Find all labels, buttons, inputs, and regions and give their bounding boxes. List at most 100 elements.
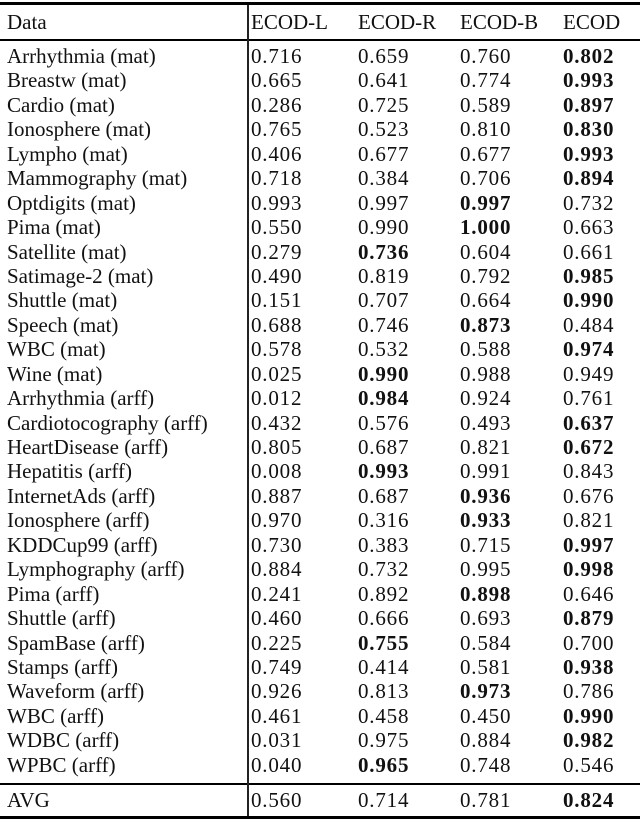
cell-value: 0.241 xyxy=(251,581,303,606)
cell-value: 0.666 xyxy=(358,606,410,631)
cell-value: 0.748 xyxy=(460,752,512,777)
table-footer-rule xyxy=(0,783,640,785)
header-data-label: Data xyxy=(7,10,47,34)
row-label: Wine (mat) xyxy=(7,361,103,386)
cell-value: 0.993 xyxy=(251,190,303,215)
cell-value: 0.879 xyxy=(563,606,615,631)
cell-value: 0.584 xyxy=(460,630,512,655)
cell-value: 0.781 xyxy=(460,788,512,812)
cell-value: 0.706 xyxy=(460,166,512,191)
cell-value: 0.279 xyxy=(251,239,303,264)
row-label: Waveform (arff) xyxy=(7,679,145,704)
cell-value: 0.805 xyxy=(251,435,303,459)
cell-value: 0.894 xyxy=(563,166,615,191)
cell-value: 0.031 xyxy=(251,728,303,753)
cell-value: 0.949 xyxy=(563,361,615,386)
cell-value: 0.830 xyxy=(563,117,615,142)
cell-value: 0.730 xyxy=(251,532,303,557)
cell-value: 0.819 xyxy=(358,263,410,288)
row-label: InternetAds (arff) xyxy=(7,483,156,508)
row-label: Optdigits (mat) xyxy=(7,190,136,215)
cell-value: 0.700 xyxy=(563,630,615,655)
row-label: Ionosphere (arff) xyxy=(7,508,150,533)
row-label: Arrhythmia (mat) xyxy=(7,44,156,68)
row-label: Ionosphere (mat) xyxy=(7,117,152,142)
cell-value: 0.151 xyxy=(251,288,303,313)
cell-value: 0.884 xyxy=(251,557,303,582)
table-top-rule xyxy=(0,2,640,5)
cell-value: 0.025 xyxy=(251,361,303,386)
table-row: WPBC (arff) 0.040 0.965 0.748 0.546 xyxy=(0,753,640,777)
cell-value: 0.732 xyxy=(563,190,615,215)
cell-value: 0.384 xyxy=(358,166,410,191)
cell-value: 0.546 xyxy=(563,752,615,777)
cell-value: 0.012 xyxy=(251,386,303,411)
cell-value: 0.933 xyxy=(460,508,512,533)
cell-value: 0.550 xyxy=(251,215,303,240)
row-label: Satellite (mat) xyxy=(7,239,127,264)
cell-value: 0.991 xyxy=(460,459,512,484)
cell-value: 0.661 xyxy=(563,239,615,264)
cell-value: 0.286 xyxy=(251,92,303,117)
cell-value: 0.576 xyxy=(358,410,410,435)
cell-value: 0.672 xyxy=(563,435,615,459)
cell-value: 0.884 xyxy=(460,728,512,753)
cell-value: 0.887 xyxy=(251,483,303,508)
cell-value: 0.843 xyxy=(563,459,615,484)
cell-value: 0.450 xyxy=(460,703,512,728)
row-label: Shuttle (mat) xyxy=(7,288,118,313)
cell-value: 0.897 xyxy=(563,92,615,117)
row-label: Pima (arff) xyxy=(7,581,100,606)
cell-value: 0.693 xyxy=(460,606,512,631)
cell-value: 0.973 xyxy=(460,679,512,704)
table-row: Lymphography (arff) 0.884 0.732 0.995 0.998 xyxy=(0,557,640,581)
row-label: Cardiotocography (arff) xyxy=(7,410,208,435)
cell-value: 0.406 xyxy=(251,141,303,166)
cell-value: 0.990 xyxy=(563,703,615,728)
table-row: Ionosphere (arff) 0.970 0.316 0.933 0.821 xyxy=(0,508,640,532)
table-row: AVG 0.560 0.714 0.781 0.824 xyxy=(0,786,640,814)
cell-value: 0.761 xyxy=(563,386,615,411)
cell-value: 0.985 xyxy=(563,263,615,288)
header-ecod: ECOD xyxy=(563,10,621,34)
cell-value: 0.676 xyxy=(563,483,615,508)
cell-value: 0.792 xyxy=(460,263,512,288)
table-row: Cardiotocography (arff) 0.432 0.576 0.493 0.… xyxy=(0,411,640,435)
cell-value: 0.774 xyxy=(460,68,512,93)
row-label: Pima (mat) xyxy=(7,215,101,240)
table-row: Arrhythmia (arff) 0.012 0.984 0.924 0.761 xyxy=(0,386,640,410)
cell-value: 0.974 xyxy=(563,337,615,362)
cell-value: 0.040 xyxy=(251,752,303,777)
cell-value: 0.990 xyxy=(358,361,410,386)
cell-value: 0.990 xyxy=(358,215,410,240)
cell-value: 0.993 xyxy=(563,68,615,93)
cell-value: 0.997 xyxy=(358,190,410,215)
cell-value: 0.716 xyxy=(251,44,303,68)
table-row: WBC (mat) 0.578 0.532 0.588 0.974 xyxy=(0,337,640,361)
cell-value: 0.802 xyxy=(563,44,615,68)
cell-value: 0.414 xyxy=(358,654,410,679)
table-row: Speech (mat) 0.688 0.746 0.873 0.484 xyxy=(0,313,640,337)
cell-value: 0.873 xyxy=(460,312,512,337)
cell-value: 0.990 xyxy=(563,288,615,313)
cell-value: 0.938 xyxy=(563,654,615,679)
cell-value: 0.687 xyxy=(358,435,410,459)
table-row: Cardio (mat) 0.286 0.725 0.589 0.897 xyxy=(0,93,640,117)
table-footer-row: AVG 0.560 0.714 0.781 0.824 xyxy=(0,786,640,814)
cell-value: 0.225 xyxy=(251,630,303,655)
cell-value: 0.383 xyxy=(358,532,410,557)
table-header-row: Data ECOD-L ECOD-R ECOD-B ECOD xyxy=(0,5,640,39)
cell-value: 0.810 xyxy=(460,117,512,142)
cell-value: 0.892 xyxy=(358,581,410,606)
table-row: SpamBase (arff) 0.225 0.755 0.584 0.700 xyxy=(0,631,640,655)
cell-value: 0.982 xyxy=(563,728,615,753)
table-body: Arrhythmia (mat) 0.716 0.659 0.760 0.802 Brea… xyxy=(0,44,640,777)
cell-value: 0.765 xyxy=(251,117,303,142)
row-label: Stamps (arff) xyxy=(7,654,118,679)
table-row: Waveform (arff) 0.926 0.813 0.973 0.786 xyxy=(0,679,640,703)
table-row: Stamps (arff) 0.749 0.414 0.581 0.938 xyxy=(0,655,640,679)
row-label: Arrhythmia (arff) xyxy=(7,386,155,411)
cell-value: 0.532 xyxy=(358,337,410,362)
table-row: Pima (arff) 0.241 0.892 0.898 0.646 xyxy=(0,582,640,606)
